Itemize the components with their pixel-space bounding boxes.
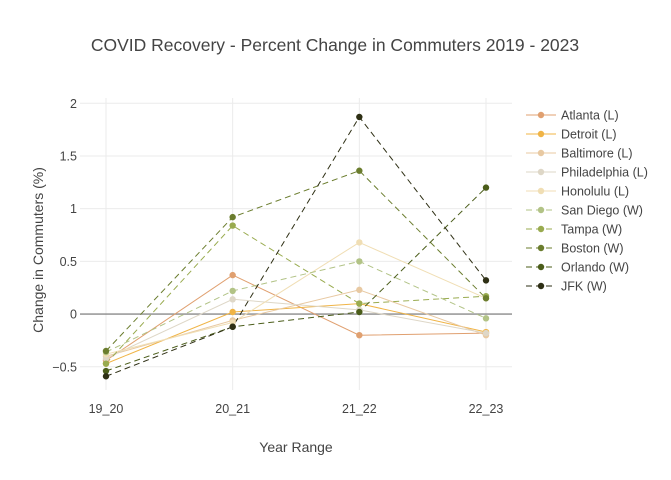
legend-marker-swatch xyxy=(538,131,544,137)
y-tick-label: 1.5 xyxy=(60,149,77,163)
y-tick-label: 0.5 xyxy=(60,255,77,269)
legend-marker-swatch xyxy=(538,264,544,270)
data-point[interactable] xyxy=(103,373,109,379)
x-axis-title: Year Range xyxy=(259,439,333,455)
data-point[interactable] xyxy=(483,184,489,190)
data-point[interactable] xyxy=(356,309,362,315)
data-point[interactable] xyxy=(483,295,489,301)
legend-label: Detroit (L) xyxy=(561,128,617,142)
legend-label: San Diego (W) xyxy=(561,204,643,218)
chart-title: COVID Recovery - Percent Change in Commu… xyxy=(91,35,579,55)
y-tick-label: 1 xyxy=(70,202,77,216)
data-point[interactable] xyxy=(356,239,362,245)
data-point[interactable] xyxy=(356,300,362,306)
data-point[interactable] xyxy=(103,348,109,354)
y-tick-label: 2 xyxy=(70,97,77,111)
legend-marker-swatch xyxy=(538,188,544,194)
data-point[interactable] xyxy=(229,222,235,228)
x-tick-label: 20_21 xyxy=(215,402,250,416)
data-point[interactable] xyxy=(356,114,362,120)
legend-label: Orlando (W) xyxy=(561,261,629,275)
data-point[interactable] xyxy=(356,258,362,264)
data-point[interactable] xyxy=(483,277,489,283)
data-point[interactable] xyxy=(356,332,362,338)
y-tick-label: −0.5 xyxy=(52,360,77,374)
x-tick-label: 22_23 xyxy=(469,402,504,416)
legend-label: Baltimore (L) xyxy=(561,147,633,161)
legend-label: Boston (W) xyxy=(561,242,624,256)
legend-marker-swatch xyxy=(538,283,544,289)
data-point[interactable] xyxy=(229,309,235,315)
data-point[interactable] xyxy=(229,272,235,278)
legend-label: Philadelphia (L) xyxy=(561,166,648,180)
data-point[interactable] xyxy=(356,287,362,293)
data-point[interactable] xyxy=(356,168,362,174)
x-tick-label: 21_22 xyxy=(342,402,377,416)
legend-marker-swatch xyxy=(538,150,544,156)
x-tick-label: 19_20 xyxy=(89,402,124,416)
data-point[interactable] xyxy=(103,360,109,366)
data-point[interactable] xyxy=(229,214,235,220)
legend-marker-swatch xyxy=(538,169,544,175)
data-point[interactable] xyxy=(229,296,235,302)
y-axis-title: Change in Commuters (%) xyxy=(30,167,46,333)
legend-marker-swatch xyxy=(538,226,544,232)
legend-label: Tampa (W) xyxy=(561,223,622,237)
y-tick-label: 0 xyxy=(70,308,77,322)
legend-marker-swatch xyxy=(538,112,544,118)
data-point[interactable] xyxy=(229,324,235,330)
data-point[interactable] xyxy=(483,330,489,336)
legend-label: Honolulu (L) xyxy=(561,185,629,199)
data-point[interactable] xyxy=(229,288,235,294)
legend-marker-swatch xyxy=(538,245,544,251)
legend-marker-swatch xyxy=(538,207,544,213)
legend-label: Atlanta (L) xyxy=(561,109,619,123)
data-point[interactable] xyxy=(483,315,489,321)
legend-label: JFK (W) xyxy=(561,280,607,294)
